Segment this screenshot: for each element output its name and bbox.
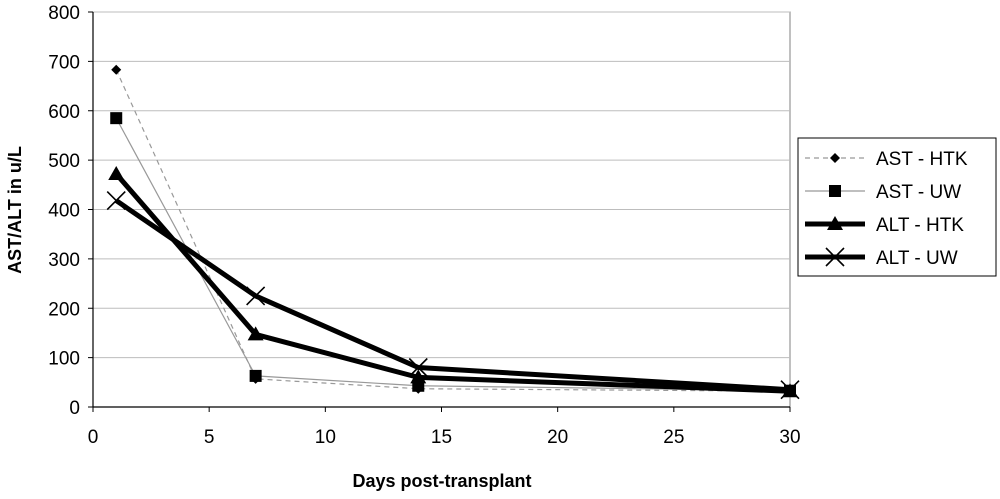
x-tick-label: 30 bbox=[779, 427, 800, 448]
series-line-alt-uw bbox=[114, 198, 791, 393]
y-tick-label: 200 bbox=[48, 299, 80, 320]
data-point-alt-htk bbox=[410, 369, 427, 384]
legend-label-alt-uw: ALT - UW bbox=[876, 248, 958, 269]
tick-labels: 0 100 200 300 400 500 600 700 800 0 5 10 15 20 25 30 bbox=[48, 3, 800, 448]
data-point-alt-uw bbox=[246, 286, 266, 306]
data-point-ast-uw bbox=[249, 369, 262, 382]
legend-marker-ast-htk bbox=[830, 153, 840, 163]
y-tick-label: 400 bbox=[48, 201, 80, 222]
legend-label-alt-htk: ALT - HTK bbox=[876, 215, 964, 236]
y-tick-label: 500 bbox=[48, 151, 80, 172]
legend-marker-alt-htk bbox=[827, 216, 843, 230]
x-tick-label: 10 bbox=[315, 427, 336, 448]
axes bbox=[88, 11, 791, 412]
x-tick-label: 0 bbox=[88, 427, 99, 448]
legend-marker-ast-uw bbox=[829, 185, 841, 197]
data-point-ast-htk bbox=[111, 64, 122, 75]
series-line-ast-htk bbox=[115, 69, 791, 392]
y-tick-label: 800 bbox=[48, 3, 80, 24]
y-axis-title: AST/ALT in u/L bbox=[5, 146, 25, 274]
data-point-alt-uw bbox=[780, 380, 800, 400]
x-tick-label: 15 bbox=[431, 427, 452, 448]
legend: AST - HTK AST - UW ALT - HTK ALT - UW bbox=[797, 137, 997, 277]
y-tick-label: 100 bbox=[48, 349, 80, 370]
y-tick-label: 700 bbox=[48, 52, 80, 73]
series-line-alt-htk bbox=[114, 172, 791, 394]
series-group bbox=[106, 64, 800, 400]
y-tick-label: 300 bbox=[48, 250, 80, 271]
x-axis-title: Days post-transplant bbox=[352, 471, 531, 491]
data-point-alt-htk bbox=[247, 326, 264, 341]
legend-label-ast-uw: AST - UW bbox=[876, 182, 961, 203]
data-point-alt-htk bbox=[108, 165, 125, 180]
x-tick-label: 25 bbox=[663, 427, 684, 448]
y-tick-label: 600 bbox=[48, 102, 80, 123]
x-tick-label: 20 bbox=[547, 427, 568, 448]
data-point-alt-uw bbox=[408, 357, 428, 378]
legend-marker-alt-uw bbox=[825, 247, 845, 267]
gridlines bbox=[93, 11, 790, 359]
y-tick-label: 0 bbox=[69, 398, 80, 419]
x-tick-label: 5 bbox=[204, 427, 215, 448]
data-point-alt-uw bbox=[106, 191, 126, 211]
legend-label-ast-htk: AST - HTK bbox=[876, 149, 968, 170]
data-point-ast-uw bbox=[110, 112, 123, 125]
